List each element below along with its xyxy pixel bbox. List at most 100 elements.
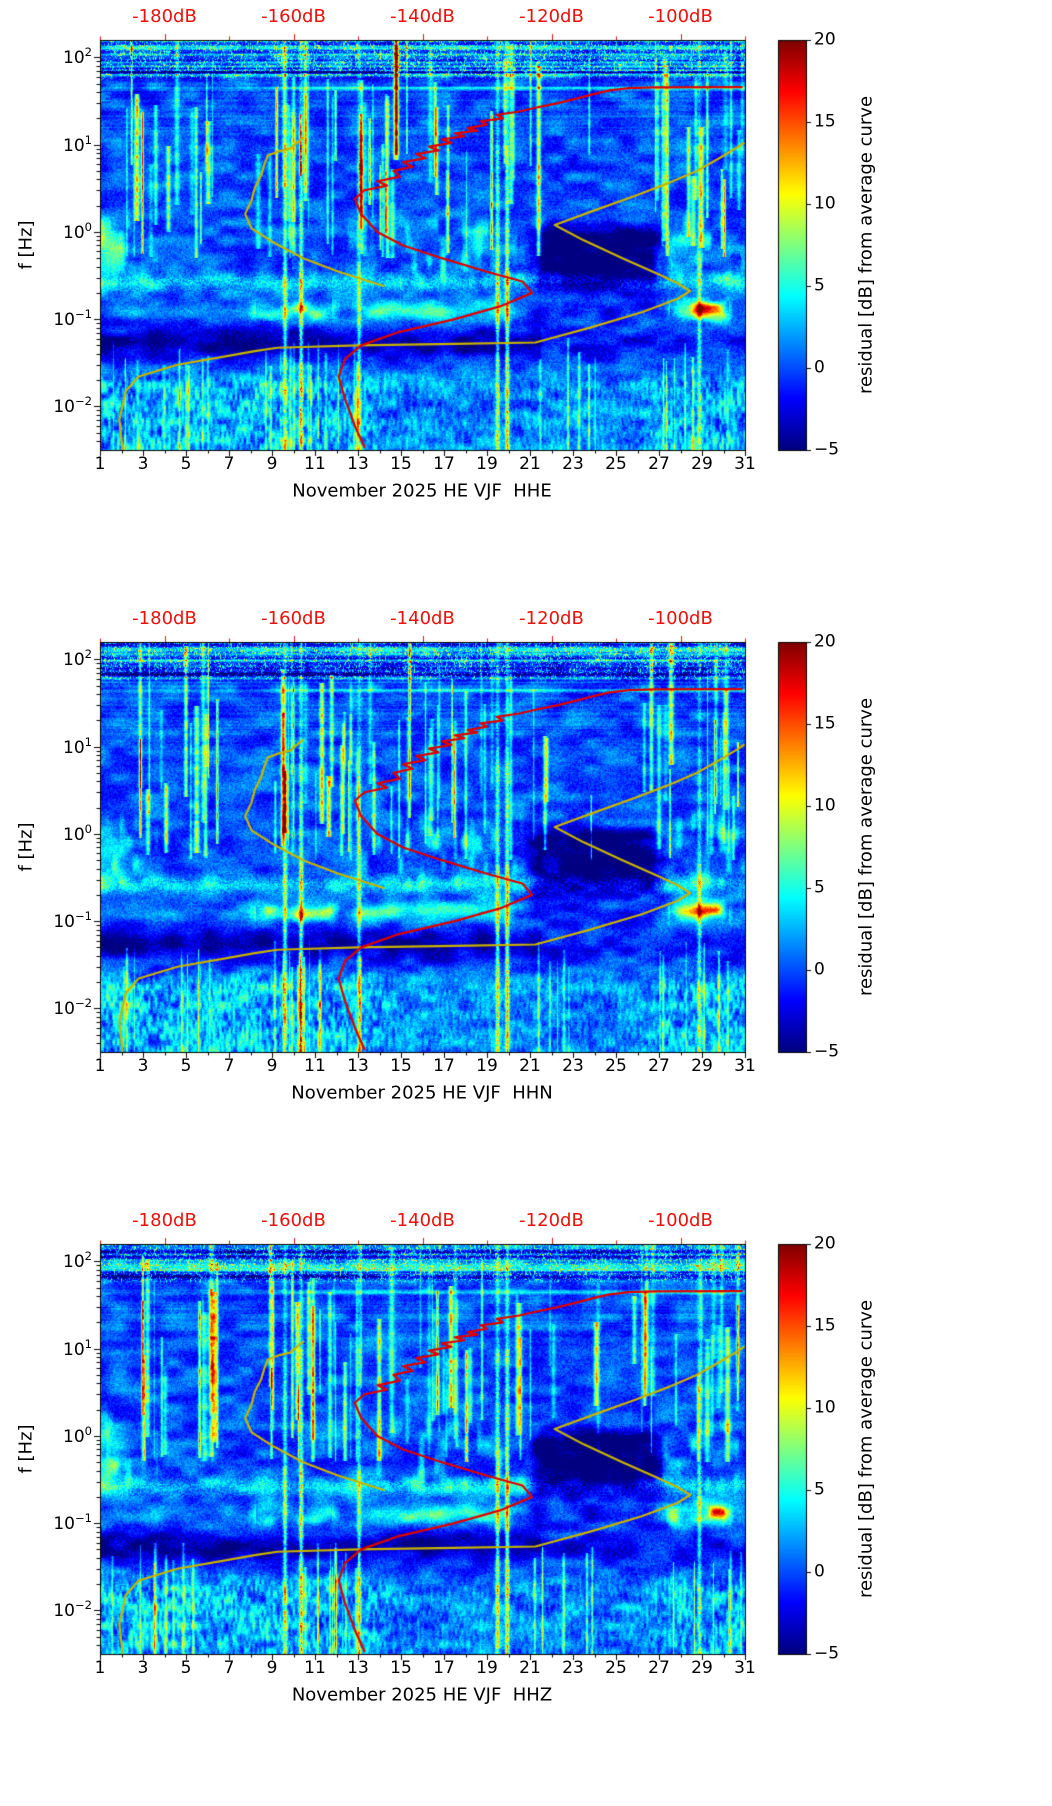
- x-tick-label: 19: [476, 1056, 498, 1076]
- top-db-tick-label: -120dB: [519, 608, 584, 629]
- colorbar-label: residual [dB] from average curve: [855, 1299, 877, 1599]
- x-tick-label: 31: [734, 1056, 756, 1076]
- colorbar-tick-label: 0: [814, 357, 825, 378]
- top-db-tick-label: -120dB: [519, 6, 584, 27]
- x-axis-title: November 2025 HE VJF HHZ: [291, 1684, 553, 1706]
- x-tick-label: 11: [304, 454, 326, 474]
- x-tick-label: 29: [691, 454, 713, 474]
- colorbar-tick-label: 10: [814, 795, 836, 816]
- y-tick-label: 100: [63, 822, 92, 845]
- colorbar-tick-label: 15: [814, 713, 836, 734]
- x-tick-label: 27: [648, 1056, 670, 1076]
- x-tick-label: 31: [734, 454, 756, 474]
- x-tick-label: 5: [180, 1658, 192, 1678]
- x-tick-label: 3: [137, 1658, 149, 1678]
- x-tick-label: 25: [605, 1056, 627, 1076]
- top-db-tick-label: -100dB: [648, 1210, 713, 1231]
- x-tick-label: 5: [180, 1056, 192, 1076]
- x-tick-label: 31: [734, 1658, 756, 1678]
- x-tick-label: 17: [433, 454, 455, 474]
- y-tick-label: 101: [63, 132, 92, 156]
- colorbar-tick-label: 15: [814, 111, 836, 132]
- x-tick-label: 5: [180, 454, 192, 474]
- x-tick-label: 23: [562, 454, 584, 474]
- spectrogram-panel-hhz: f [Hz] November 2025 HE VJF HHZ residual…: [0, 1204, 1052, 1806]
- x-tick-label: 15: [390, 1658, 412, 1678]
- y-tick-label: 102: [63, 647, 92, 671]
- colorbar-tick-label: 20: [814, 631, 836, 652]
- x-tick-label: 15: [390, 1056, 412, 1076]
- x-tick-label: 7: [223, 1658, 235, 1678]
- x-tick-label: 17: [433, 1658, 455, 1678]
- x-tick-label: 13: [347, 1658, 369, 1678]
- x-tick-label: 9: [266, 1056, 278, 1076]
- x-tick-label: 21: [519, 1658, 541, 1678]
- y-tick-label: 10−2: [53, 996, 92, 1020]
- x-tick-label: 9: [266, 454, 278, 474]
- x-tick-label: 29: [691, 1056, 713, 1076]
- y-tick-label: 10−2: [53, 1598, 92, 1622]
- spectrogram-canvas-hhz: [0, 1204, 1052, 1806]
- top-db-tick-label: -140dB: [390, 1210, 455, 1231]
- colorbar-tick-label: 10: [814, 1397, 836, 1418]
- top-db-tick-label: -160dB: [261, 6, 326, 27]
- x-tick-label: 15: [390, 454, 412, 474]
- colorbar-tick-label: 5: [814, 275, 825, 296]
- spectrogram-panel-hhe: f [Hz] November 2025 HE VJF HHE residual…: [0, 0, 1052, 602]
- colorbar-tick-label: 0: [814, 1561, 825, 1582]
- colorbar-tick-label: −5: [814, 1041, 840, 1062]
- top-db-tick-label: -100dB: [648, 608, 713, 629]
- y-tick-label: 100: [63, 1424, 92, 1447]
- y-tick-label: 10−1: [53, 1511, 92, 1534]
- top-db-tick-label: -160dB: [261, 608, 326, 629]
- colorbar-tick-label: 10: [814, 193, 836, 214]
- colorbar-tick-label: 0: [814, 959, 825, 980]
- x-tick-label: 3: [137, 1056, 149, 1076]
- x-tick-label: 13: [347, 454, 369, 474]
- y-axis-label: f [Hz]: [15, 220, 37, 270]
- x-tick-label: 17: [433, 1056, 455, 1076]
- x-tick-label: 23: [562, 1658, 584, 1678]
- y-tick-label: 10−2: [53, 394, 92, 418]
- colorbar-tick-label: 5: [814, 1479, 825, 1500]
- y-tick-label: 101: [63, 734, 92, 758]
- x-tick-label: 19: [476, 454, 498, 474]
- x-tick-label: 29: [691, 1658, 713, 1678]
- colorbar-label: residual [dB] from average curve: [855, 697, 877, 997]
- x-tick-label: 9: [266, 1658, 278, 1678]
- x-tick-label: 7: [223, 1056, 235, 1076]
- x-tick-label: 7: [223, 454, 235, 474]
- x-tick-label: 23: [562, 1056, 584, 1076]
- top-db-tick-label: -160dB: [261, 1210, 326, 1231]
- x-tick-label: 27: [648, 1658, 670, 1678]
- top-db-tick-label: -100dB: [648, 6, 713, 27]
- y-tick-label: 101: [63, 1336, 92, 1360]
- y-axis-label: f [Hz]: [15, 822, 37, 872]
- colorbar-tick-label: −5: [814, 439, 840, 460]
- x-tick-label: 25: [605, 454, 627, 474]
- x-tick-label: 13: [347, 1056, 369, 1076]
- x-axis-title: November 2025 HE VJF HHE: [292, 480, 552, 502]
- y-tick-label: 10−1: [53, 307, 92, 330]
- x-tick-label: 11: [304, 1056, 326, 1076]
- colorbar-tick-label: 5: [814, 877, 825, 898]
- y-axis-label: f [Hz]: [15, 1424, 37, 1474]
- colorbar-tick-label: −5: [814, 1643, 840, 1664]
- x-tick-label: 25: [605, 1658, 627, 1678]
- top-db-tick-label: -180dB: [132, 1210, 197, 1231]
- colorbar-tick-label: 20: [814, 1233, 836, 1254]
- spectrogram-canvas-hhn: [0, 602, 1052, 1204]
- top-db-tick-label: -120dB: [519, 1210, 584, 1231]
- top-db-tick-label: -140dB: [390, 608, 455, 629]
- x-tick-label: 21: [519, 454, 541, 474]
- x-tick-label: 1: [94, 1658, 106, 1678]
- x-axis-title: November 2025 HE VJF HHN: [291, 1082, 553, 1104]
- x-tick-label: 19: [476, 1658, 498, 1678]
- top-db-tick-label: -140dB: [390, 6, 455, 27]
- x-tick-label: 21: [519, 1056, 541, 1076]
- x-tick-label: 1: [94, 1056, 106, 1076]
- y-tick-label: 10−1: [53, 909, 92, 932]
- colorbar-tick-label: 15: [814, 1315, 836, 1336]
- x-tick-label: 27: [648, 454, 670, 474]
